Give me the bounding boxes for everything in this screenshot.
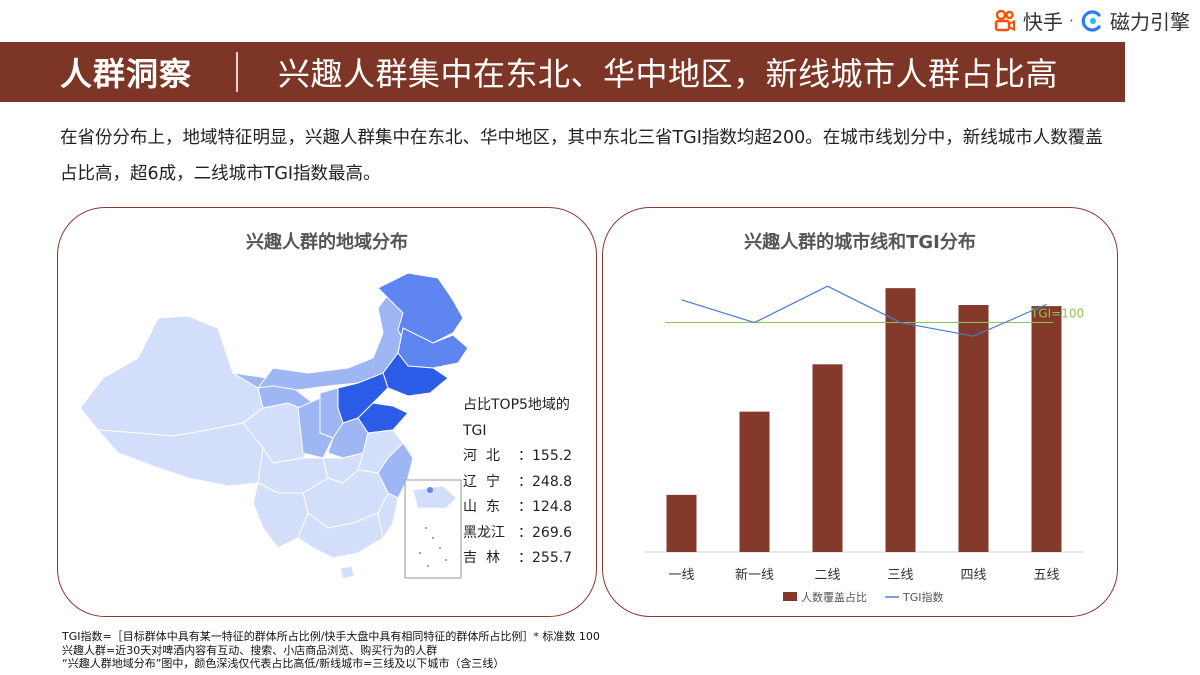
kuaishou-logo-icon [994, 9, 1015, 31]
top5-colon: ： [518, 524, 532, 541]
bar-四线 [958, 305, 989, 552]
chart-panel: 兴趣人群的城市线和TGI分布 一线 新一线 二线 三线 四线 五线 TGI=100 人数覆盖占… [602, 207, 1118, 617]
brand-logos: 快手 · 磁力引擎 [993, 6, 1190, 35]
legend-bar-label: 人数覆盖占比 [801, 590, 867, 604]
top5-tgi-list: 占比TOP5地域的TGI 河北： 155.2 辽宁： 248.8 山东： 124.8 … [463, 393, 573, 572]
south-sea-inset [404, 479, 462, 579]
legend-line-label: TGI指数 [902, 590, 944, 604]
top5-title: 占比TOP5地域的TGI [463, 397, 570, 439]
bar-二线 [812, 364, 843, 552]
legend-bar-swatch [783, 592, 797, 601]
bar-三线 [885, 288, 916, 552]
top5-province: 辽宁 [463, 473, 509, 490]
top5-province: 河北 [463, 448, 509, 464]
top5-province: 吉林 [463, 550, 509, 566]
footnote-map: “兴趣人群地域分布”图中，颜色深浅仅代表占比高低/新线城市=三线及以下城市（含三… [62, 657, 505, 670]
city-tier-chart: 一线 新一线 二线 三线 四线 五线 TGI=100 人数覆盖占比 TGI指数 [645, 285, 1084, 604]
top5-value: 255.7 [532, 550, 573, 566]
footnote-audience: 兴趣人群=近30天对啤酒内容有互动、搜索、小店商品浏览、购买行为的人群 [62, 643, 438, 657]
map-panel-title: 兴趣人群的地域分布 [246, 232, 408, 253]
x-tick-label: 五线 [1033, 568, 1059, 583]
map-region-liaoning [382, 352, 449, 397]
cili-logo-icon [1081, 9, 1101, 32]
top5-colon: ： [518, 473, 532, 490]
map-region-guangxi-guangdong [297, 512, 384, 559]
kuaishou-brand-text: 快手 [1022, 10, 1063, 34]
top5-row: 黑龙江 ： 269.6 [463, 521, 573, 547]
top5-value: 248.8 [532, 473, 573, 490]
tgi-reference-label: TGI=100 [1030, 307, 1084, 321]
bar-五线 [1031, 306, 1062, 552]
top5-value: 269.6 [532, 524, 573, 541]
footnote-tgi: TGI指数=［目标群体中具有某一特征的群体所占比例/快手大盘中具有相同特征的群体… [62, 630, 600, 643]
top5-row: 河北 ： 155.2 [463, 444, 573, 470]
top5-row: 吉林 ： 255.7 [463, 546, 573, 572]
china-map [79, 272, 469, 580]
map-region-fujian [377, 492, 399, 540]
footnotes: TGI指数=［目标群体中具有某一特征的群体所占比例/快手大盘中具有相同特征的群体… [62, 630, 600, 671]
cili-brand-text: 磁力引擎 [1110, 10, 1190, 34]
bar-一线 [666, 494, 697, 552]
header-banner: 人群洞察 兴趣人群集中在东北、华中地区，新线城市人群占比高 [0, 42, 1125, 102]
top5-value: 124.8 [532, 499, 573, 515]
top5-colon: ： [518, 448, 532, 464]
intro-paragraph: 在省份分布上，地域特征明显，兴趣人群集中在东北、华中地区，其中东北三省TGI指数… [60, 128, 1103, 184]
x-tick-label: 三线 [887, 568, 913, 583]
top5-colon: ： [518, 499, 532, 515]
top5-province: 黑龙江 [463, 524, 505, 541]
page-headline: 兴趣人群集中在东北、华中地区，新线城市人群占比高 [278, 55, 1059, 93]
x-tick-label: 四线 [960, 568, 986, 583]
header-divider [236, 52, 239, 92]
top5-colon: ： [518, 550, 532, 566]
x-tick-label: 一线 [668, 568, 694, 583]
bar-新一线 [739, 411, 770, 552]
top5-province: 山东 [463, 499, 509, 515]
x-tick-label: 二线 [814, 568, 840, 583]
map-panel: 兴趣人群的地域分布 [57, 207, 597, 617]
top5-row: 辽宁 ： 248.8 [463, 470, 573, 496]
map-region-xinjiang [79, 315, 264, 437]
map-region-hainan [339, 565, 355, 580]
brand-separator: · [1068, 11, 1074, 30]
map-region-east-coast [377, 442, 414, 499]
x-tick-label: 新一线 [735, 567, 774, 583]
chart-panel-title: 兴趣人群的城市线和TGI分布 [744, 232, 976, 253]
top5-row: 山东 ： 124.8 [463, 495, 573, 521]
section-title: 人群洞察 [60, 55, 193, 93]
top5-value: 155.2 [532, 448, 573, 464]
map-region-heilongjiang [377, 272, 464, 349]
tgi-line-series [681, 285, 1047, 337]
